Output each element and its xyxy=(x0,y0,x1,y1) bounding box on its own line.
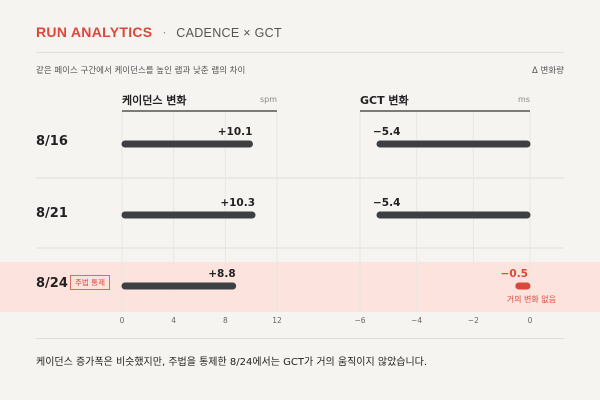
cadence-tick-label: 4 xyxy=(171,316,176,325)
cadence-data-label: +8.8 xyxy=(208,268,235,280)
row-label-8-21: 8/21 xyxy=(36,206,68,221)
cadence-data-label: +10.3 xyxy=(220,197,255,209)
gct-panel-title: GCT 변화 xyxy=(360,94,409,107)
row-label-8-24: 8/24 xyxy=(36,276,68,291)
gct-tick-label: 0 xyxy=(528,316,533,325)
brand-title: RUN ANALYTICS xyxy=(36,24,153,40)
header-separator: · xyxy=(162,26,167,40)
header-subtitle: CADENCE × GCT xyxy=(176,26,282,40)
row-label-8-16: 8/16 xyxy=(36,134,68,149)
footer-divider xyxy=(36,338,564,339)
gct-data-label: −5.4 xyxy=(373,197,400,209)
header-divider xyxy=(36,52,564,53)
cadence-tick-label: 0 xyxy=(120,316,125,325)
gct-data-label: −0.5 xyxy=(501,268,528,280)
cadence-tick-label: 8 xyxy=(223,316,228,325)
cadence-data-label: +10.1 xyxy=(218,126,253,138)
cadence-tick-label: 12 xyxy=(272,316,282,325)
no-change-note: 거의 변화 없음 xyxy=(506,295,556,304)
footer-summary: 케이던스 증가폭은 비슷했지만, 주법을 통제한 8/24에서는 GCT가 거의… xyxy=(36,357,428,368)
gct-tick-label: −6 xyxy=(354,316,365,325)
cadence-panel-title: 케이던스 변화 xyxy=(122,94,187,107)
gct-unit: ms xyxy=(518,95,530,104)
cadence-unit: spm xyxy=(259,95,277,104)
chart-caption: 같은 페이스 구간에서 케이던스를 높인 랩과 낮춘 랩의 차이 xyxy=(36,66,246,76)
controlled-form-tag: 주법 통제 xyxy=(70,275,110,290)
header: RUN ANALYTICS · CADENCE × GCT xyxy=(36,24,282,44)
delta-legend: Δ 변화량 xyxy=(532,66,564,76)
gct-tick-label: −4 xyxy=(411,316,422,325)
gct-data-label: −5.4 xyxy=(373,126,400,138)
gct-tick-label: −2 xyxy=(468,316,479,325)
